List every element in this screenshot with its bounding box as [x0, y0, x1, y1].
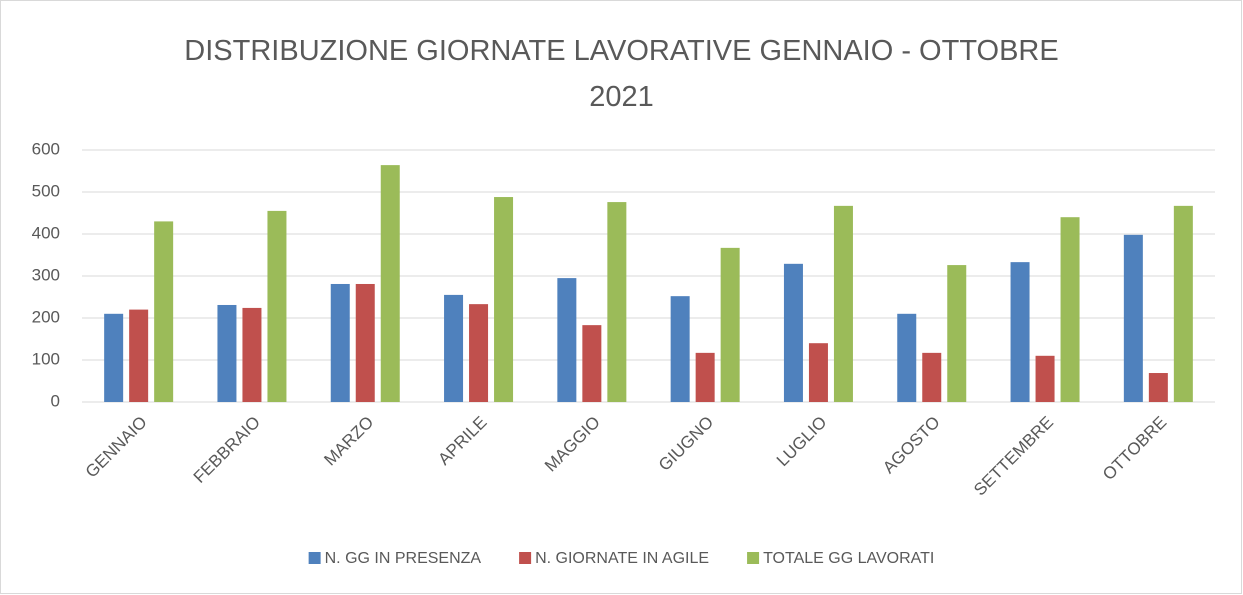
bar: [104, 313, 124, 402]
y-tick-label: 200: [32, 307, 60, 326]
bar: [1148, 373, 1168, 402]
bar: [783, 263, 803, 402]
legend-swatch: [519, 552, 532, 564]
bar: [922, 352, 942, 402]
bar: [444, 294, 464, 402]
bar: [607, 202, 627, 402]
bar: [355, 283, 375, 402]
bar: [720, 247, 740, 402]
legend-label: N. GG IN PRESENZA: [325, 550, 482, 567]
y-tick-label: 300: [32, 265, 60, 284]
bar: [582, 325, 602, 402]
bar: [947, 265, 967, 402]
y-tick-label: 600: [32, 139, 60, 158]
bar: [833, 205, 853, 402]
legend-swatch: [747, 552, 760, 564]
bar: [154, 221, 174, 402]
legend-label: TOTALE GG LAVORATI: [763, 550, 934, 567]
bar: [1173, 205, 1193, 402]
legend-label: N. GIORNATE IN AGILE: [535, 550, 709, 567]
bar: [1060, 217, 1080, 402]
legend-swatch: [308, 552, 321, 564]
bar: [695, 352, 715, 402]
bar: [557, 278, 577, 402]
chart-title: DISTRIBUZIONE GIORNATE LAVORATIVE GENNAI…: [184, 35, 1059, 113]
y-tick-label: 0: [51, 391, 60, 410]
bar: [1035, 355, 1055, 402]
bar: [330, 283, 350, 402]
y-tick-label: 100: [32, 349, 60, 368]
bar: [897, 313, 917, 402]
y-tick-label: 500: [32, 181, 60, 200]
bar: [808, 343, 828, 402]
bar: [1123, 234, 1143, 402]
bar: [242, 307, 262, 402]
bar: [129, 309, 149, 402]
bar: [217, 304, 237, 402]
bar: [469, 304, 489, 402]
bar: [267, 210, 287, 402]
bar: [670, 296, 690, 402]
bar: [1010, 262, 1030, 402]
bar: [380, 165, 400, 402]
y-tick-label: 400: [32, 223, 60, 242]
bar: [494, 197, 514, 402]
